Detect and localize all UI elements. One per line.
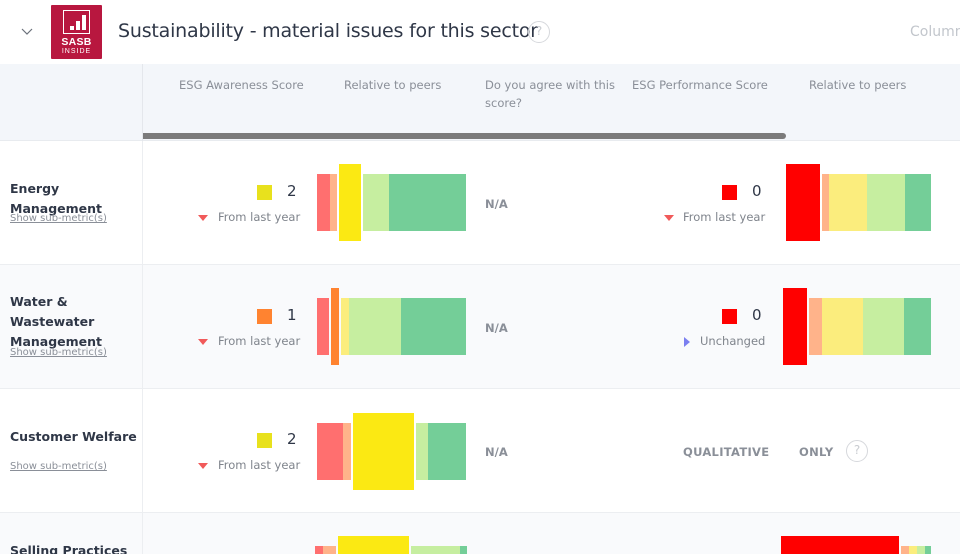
trend-down-icon [198,339,208,345]
awareness-peers-bar [317,164,466,241]
awareness-score-swatch [257,309,272,324]
awareness-peers-bar [315,536,467,554]
peer-bar-segment-light-green [867,174,905,231]
peer-bar-segment-salmon [901,546,909,554]
peer-bar-segment-red [317,423,343,480]
table-row: Customer Welfare Show sub-metric(s) 2 Fr… [0,389,960,513]
peer-bar-segment-red [315,546,323,554]
performance-score: 0 [752,306,762,324]
peer-bar-segment-yellow [822,298,863,355]
peer-bar-segment-light-green [863,298,904,355]
awareness-score-swatch [257,185,272,200]
peer-bar-segment-red [317,298,329,355]
agree-value: N/A [485,197,508,211]
trend-down-icon [198,215,208,221]
peer-bar-segment-salmon [822,174,829,231]
performance-qualitative-only-label: ONLY [799,445,834,459]
agree-value: N/A [485,321,508,335]
awareness-trend: From last year [218,458,301,472]
peer-bar-segment-light-green [411,546,460,554]
peer-bar-highlight-segment [338,536,409,554]
section-header: SASB INSIDE Sustainability - material is… [0,0,960,64]
peer-bar-highlight-segment [781,536,899,554]
table-row: Water & Wastewater Management Show sub-m… [0,265,960,389]
column-header-awareness-score: ESG Awareness Score [179,78,304,92]
awareness-score-swatch [257,433,272,448]
peer-bar-segment-salmon [809,298,822,355]
peer-bar-segment-salmon [343,423,351,480]
awareness-trend: From last year [218,334,301,348]
table-row: Selling Practices & [0,513,960,554]
peer-bar-segment-light-green [349,298,401,355]
performance-score-swatch [722,185,737,200]
help-icon[interactable]: ? [846,440,868,462]
show-sub-metrics-link[interactable]: Show sub-metric(s) [10,347,107,358]
trend-down-icon [664,215,674,221]
performance-peers-bar [781,536,931,554]
performance-qualitative-label: QUALITATIVE [683,445,770,459]
performance-score-swatch [722,309,737,324]
show-sub-metrics-link[interactable]: Show sub-metric(s) [10,461,107,472]
header-empty-cell [0,64,143,141]
peer-bar-highlight-segment [353,413,414,490]
peer-bar-segment-red [317,174,330,231]
section-title: Sustainability - material issues for thi… [118,20,538,42]
peer-bar-highlight-segment [786,164,820,241]
peer-bar-segment-yellow [341,298,349,355]
awareness-score: 2 [287,430,297,448]
peer-bar-highlight-segment [783,288,807,365]
performance-trend: Unchanged [700,334,766,348]
peer-bar-highlight-segment [339,164,361,241]
help-icon[interactable]: ? [528,21,550,43]
performance-score: 0 [752,182,762,200]
peer-bar-segment-yellow [909,546,917,554]
peer-bar-segment-green [428,423,466,480]
column-header-performance-peers: Relative to peers [809,78,907,92]
metric-name: Customer Welfare [10,429,137,444]
trend-down-icon [198,463,208,469]
table-header: ESG Awareness Score Relative to peers Do… [0,64,960,141]
peer-bar-segment-green [904,298,931,355]
horizontal-scrollbar[interactable] [143,133,786,139]
logo-text: SASB [61,36,92,48]
awareness-score: 1 [287,306,297,324]
performance-peers-bar [786,164,931,241]
peer-bar-segment-light-green [416,423,428,480]
awareness-peers-bar [317,413,466,490]
logo-subtext: INSIDE [61,48,92,55]
column-header-agree: Do you agree with this score? [485,78,615,110]
bar-chart-icon [63,10,90,34]
metric-name: Energy Management [10,181,103,216]
trend-unchanged-icon [684,337,690,347]
metric-name: Water & Wastewater Management [10,294,103,349]
awareness-peers-bar [317,288,466,365]
metric-name: Selling Practices & [10,543,128,554]
table-row: Energy Management Show sub-metric(s) 2 F… [0,141,960,265]
column-header-performance-score: ESG Performance Score [632,78,768,92]
peer-bar-highlight-segment [331,288,339,365]
agree-value: N/A [485,445,508,459]
collapse-chevron-icon[interactable] [20,24,34,38]
awareness-score: 2 [287,182,297,200]
show-sub-metrics-link[interactable]: Show sub-metric(s) [10,213,107,224]
column-header-awareness-peers: Relative to peers [344,78,442,92]
performance-trend: From last year [683,210,766,224]
peer-bar-segment-salmon [323,546,336,554]
peer-bar-segment-light-green [917,546,925,554]
peer-bar-segment-light-green [363,174,389,231]
peer-bar-segment-green [925,546,931,554]
peer-bar-segment-yellow [829,174,867,231]
performance-peers-bar [783,288,931,365]
peer-bar-segment-green [401,298,466,355]
sasb-logo: SASB INSIDE [51,5,102,59]
peer-bar-segment-salmon [330,174,337,231]
peer-bar-segment-green [389,174,466,231]
peer-bar-segment-green [905,174,931,231]
peer-bar-segment-green [460,546,467,554]
awareness-trend: From last year [218,210,301,224]
columns-button[interactable]: Column [910,24,960,40]
